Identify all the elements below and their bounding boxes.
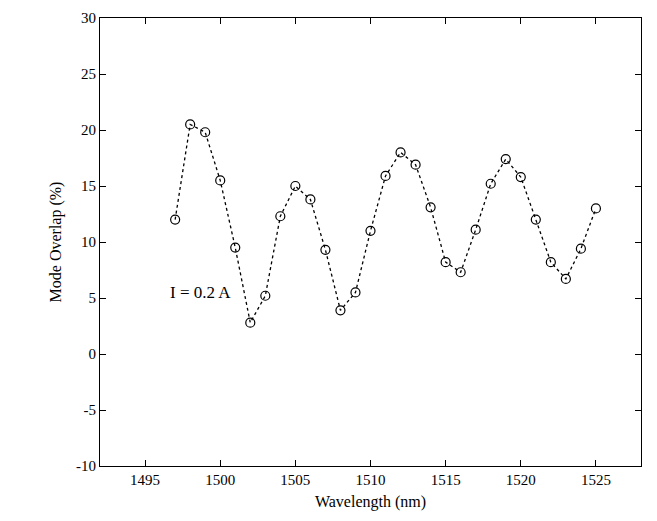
svg-text:-5: -5 xyxy=(84,402,97,418)
svg-text:25: 25 xyxy=(81,66,96,82)
svg-text:1500: 1500 xyxy=(205,472,235,488)
svg-text:15: 15 xyxy=(81,178,96,194)
svg-text:1525: 1525 xyxy=(581,472,611,488)
svg-text:20: 20 xyxy=(81,122,96,138)
svg-text:0: 0 xyxy=(89,346,97,362)
svg-text:1510: 1510 xyxy=(356,472,386,488)
svg-text:30: 30 xyxy=(81,10,96,26)
svg-text:1495: 1495 xyxy=(130,472,160,488)
svg-text:1515: 1515 xyxy=(431,472,461,488)
svg-text:-10: -10 xyxy=(76,458,96,474)
svg-text:5: 5 xyxy=(89,290,97,306)
svg-text:Mode Overlap (%): Mode Overlap (%) xyxy=(47,182,65,303)
svg-text:I = 0.2 A: I = 0.2 A xyxy=(170,283,231,302)
svg-text:1520: 1520 xyxy=(506,472,536,488)
svg-text:10: 10 xyxy=(81,234,96,250)
svg-text:1505: 1505 xyxy=(280,472,310,488)
svg-text:Wavelength (nm): Wavelength (nm) xyxy=(315,493,426,511)
